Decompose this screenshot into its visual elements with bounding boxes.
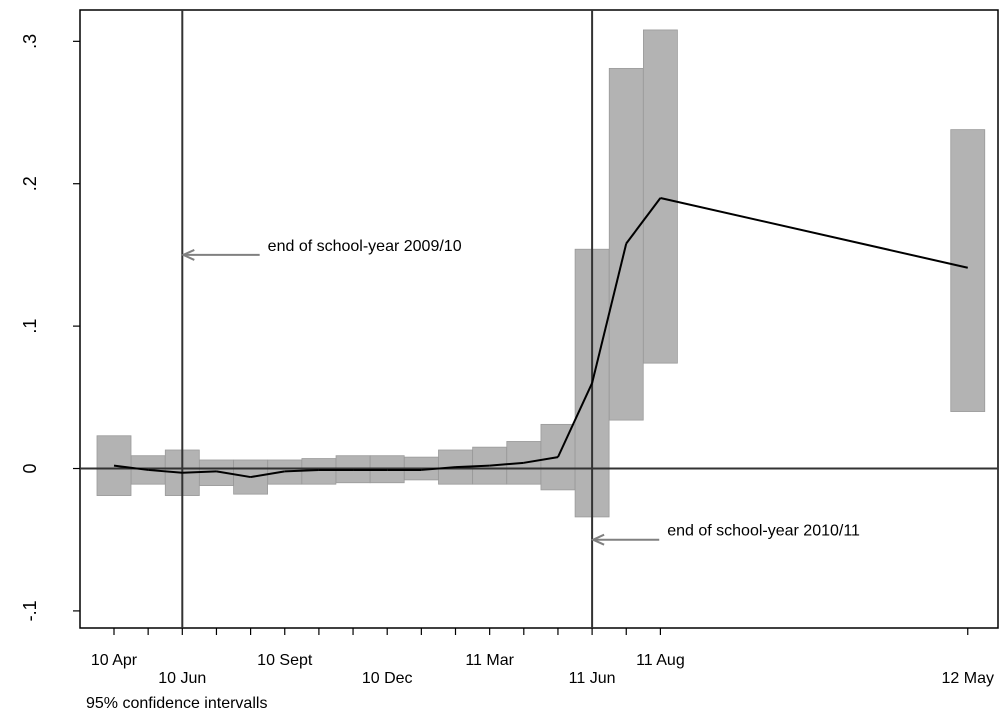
y-tick-label: 0 [20,464,40,474]
annotation-text-1: end of school-year 2009/10 [268,238,462,255]
y-tick-label: .2 [20,176,40,191]
estimate-segment [591,243,628,384]
estimate-segment [625,197,662,245]
y-axis: -.1 0 .1 .2 .3 [20,34,80,621]
estimate-segment [148,468,183,474]
confidence-intervals [96,29,986,518]
annotations: end of school-year 2009/10 end of school-… [180,238,860,546]
x-tick-label: 11 Mar [465,652,514,669]
x-tick-label: 11 Aug [636,652,685,669]
annotation-arrow-head-2 [590,533,605,546]
estimate-segment [284,468,319,473]
x-tick-label: 11 Jun [569,670,616,687]
estimate-segment [421,466,456,471]
x-tick-label: 10 Dec [362,670,413,687]
estimate-segment [523,456,559,464]
x-axis: 10 Apr 10 Jun 10 Sept 10 Dec 11 Mar 11 Jun 11 … [91,628,994,687]
estimate-segment [216,470,251,479]
x-tick-label: 10 Jun [158,670,206,687]
y-tick-label: .3 [20,34,40,49]
estimate-segment [489,461,524,467]
estimate-segment [113,464,149,471]
reference-lines [80,10,998,628]
x-tick-label: 12 May [942,670,994,687]
plot-frame [79,9,999,629]
estimate-segment [660,196,968,269]
estimate-segment [250,470,285,479]
x-tick-label: 10 Apr [91,652,138,669]
estimate-segment [182,470,217,474]
x-tick-label: 10 Sept [257,652,313,669]
y-tick-label: .1 [20,319,40,334]
chart-note: 95% confidence intervalls [86,695,268,712]
estimate-lines [113,196,968,479]
estimate-segment [557,382,594,458]
ci-box-12-may [950,129,986,412]
ci-box-11-aug [643,29,678,364]
estimate-segment [455,464,490,469]
annotation-text-2: end of school-year 2010/11 [667,523,860,540]
y-tick-label: -.1 [20,600,40,621]
annotation-arrow-head-1 [180,249,195,261]
